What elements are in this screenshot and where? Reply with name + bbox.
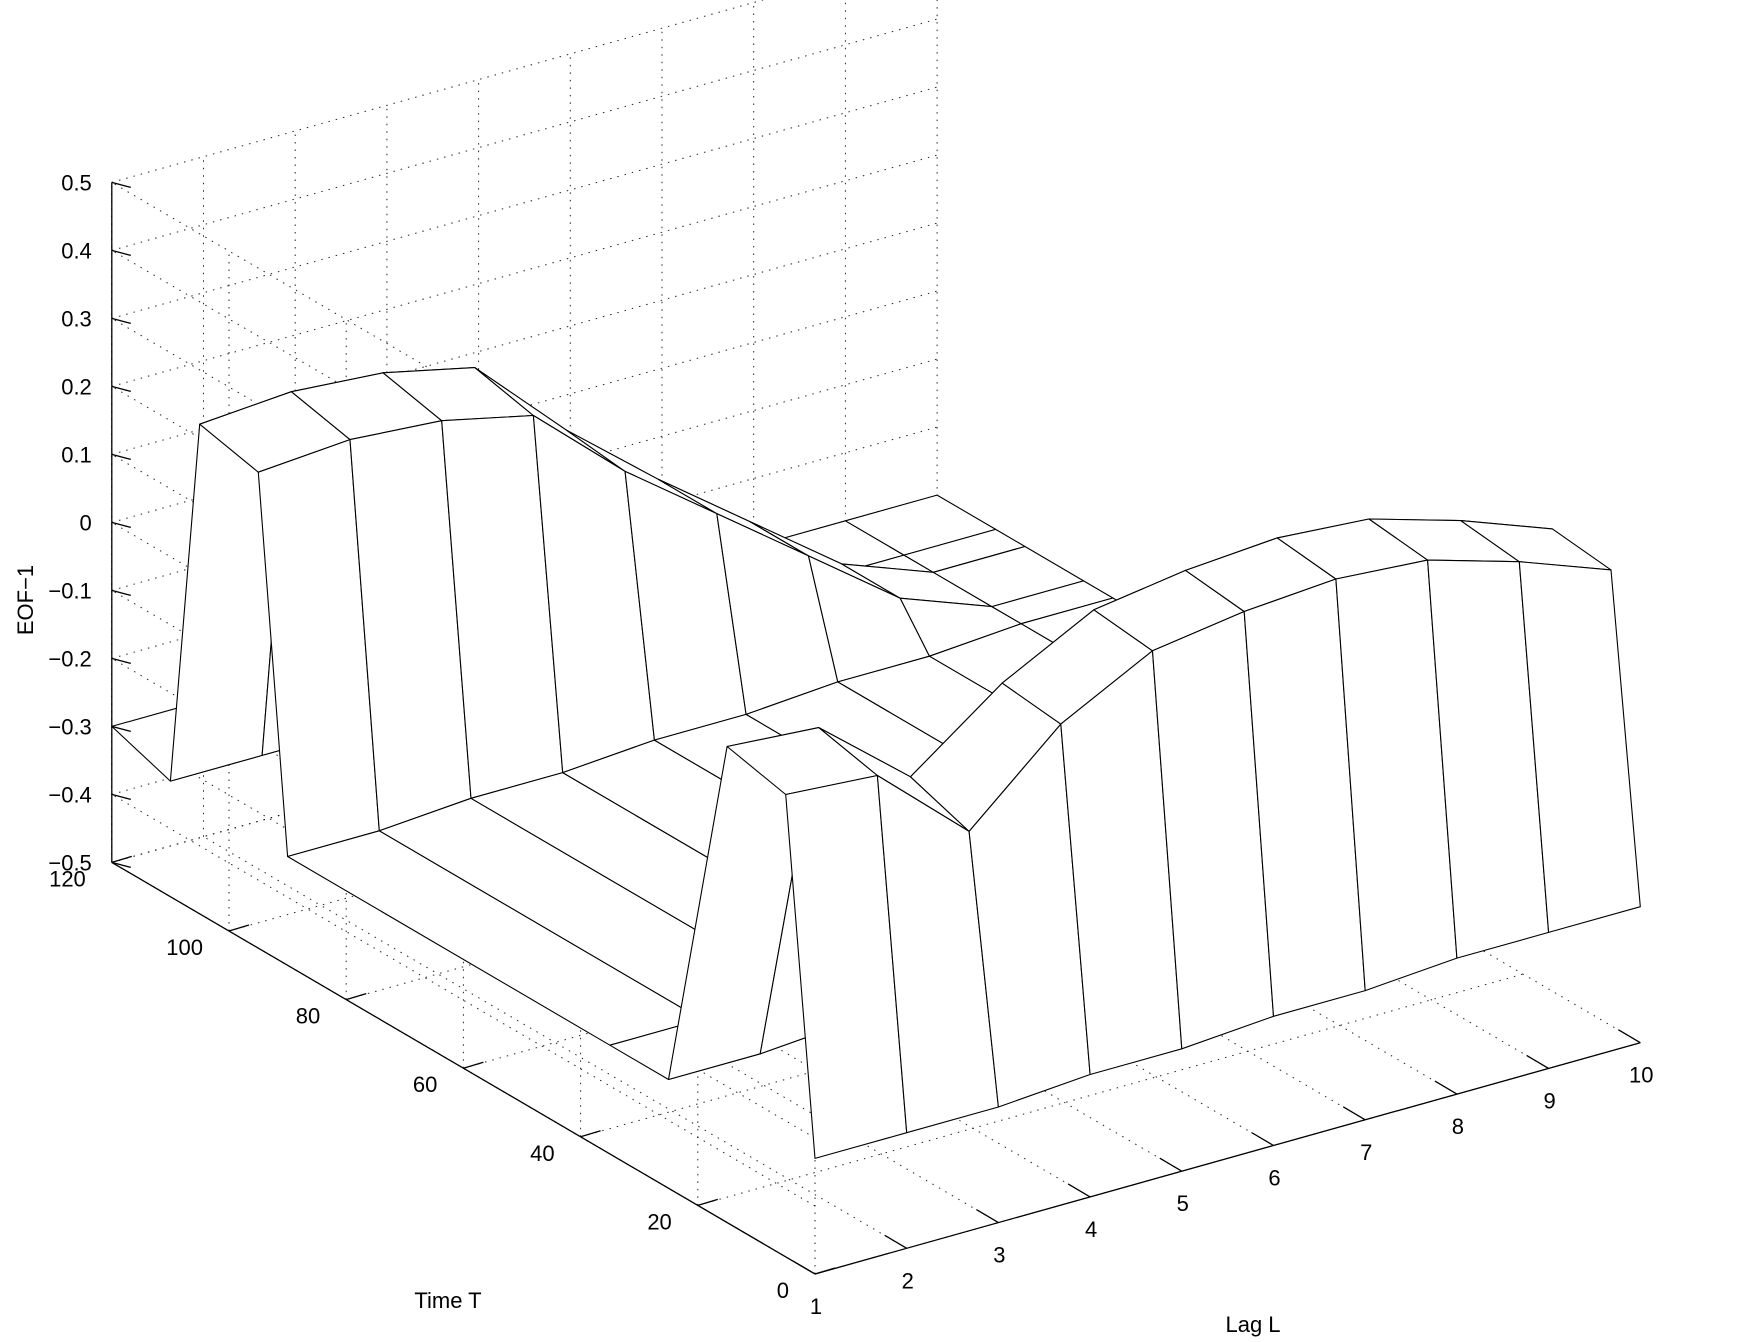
surface-mesh <box>111 367 1641 1159</box>
z-tick-label: 0.4 <box>61 238 92 263</box>
y-tick <box>111 855 132 864</box>
grid-line <box>111 0 765 183</box>
x-axis-label: Lag L <box>1225 1312 1280 1337</box>
grid-line <box>294 810 999 1224</box>
z-tick-label: −0.5 <box>48 850 91 875</box>
z-tick-label: 0.5 <box>61 170 92 195</box>
x-tick <box>1251 1131 1274 1147</box>
y-tick-label: 100 <box>166 935 203 960</box>
y-tick <box>463 1061 484 1069</box>
x-tick-label: 8 <box>1452 1114 1464 1139</box>
z-tick-label: 0.3 <box>61 306 92 331</box>
y-tick <box>697 1198 718 1207</box>
x-tick-label: 4 <box>1085 1217 1097 1242</box>
x-tick-label: 1 <box>810 1294 822 1319</box>
z-tick <box>111 589 131 597</box>
x-tick-label: 10 <box>1629 1063 1653 1088</box>
grid-line <box>478 759 1183 1172</box>
x-tick-label: 6 <box>1268 1166 1280 1191</box>
x-tick <box>1159 1157 1183 1172</box>
x-tick-label: 3 <box>993 1243 1005 1268</box>
z-tick <box>111 385 131 393</box>
z-tick-label: −0.1 <box>48 578 91 603</box>
z-tick <box>111 249 131 257</box>
z-axis-label: EOF−1 <box>13 565 38 635</box>
z-tick <box>111 317 131 325</box>
y-axis-label: Time T <box>414 1288 481 1313</box>
grid-line <box>845 656 1549 1069</box>
grid-line <box>111 793 816 1207</box>
x-tick <box>1342 1106 1366 1121</box>
x-tick <box>884 1234 908 1249</box>
z-tick-label: −0.3 <box>48 714 91 739</box>
z-tick-label: 0.2 <box>61 374 92 399</box>
z-tick <box>111 521 131 529</box>
surface-face <box>1518 561 1641 933</box>
y-tick-label: 0 <box>777 1278 789 1303</box>
x-tick-label: 7 <box>1360 1140 1372 1165</box>
y-tick-label: 40 <box>530 1141 554 1166</box>
z-tick <box>111 453 131 461</box>
grid-line <box>753 682 1458 1095</box>
z-tick-label: −0.2 <box>48 646 91 671</box>
z-tick <box>111 793 131 801</box>
grid-line <box>203 836 907 1249</box>
z-tick <box>111 725 131 733</box>
x-tick <box>976 1209 999 1224</box>
grid-line <box>111 18 938 251</box>
z-tick-label: 0.1 <box>61 442 92 467</box>
x-tick <box>792 1260 816 1275</box>
y-tick <box>346 992 367 1001</box>
z-tick <box>111 657 131 665</box>
grid-line <box>936 630 1641 1044</box>
axes: 12345678910020406080100120−0.5−0.4−0.3−0… <box>48 170 1653 1319</box>
y-tick-label: 120 <box>49 866 86 891</box>
x-tick-label: 2 <box>902 1268 914 1293</box>
y-tick <box>814 1267 836 1275</box>
grid-line <box>570 733 1274 1146</box>
grid-line <box>697 973 1524 1206</box>
y-tick <box>228 924 250 932</box>
grid-line <box>111 154 938 387</box>
y-tick-label: 80 <box>296 1004 320 1029</box>
x-tick <box>1526 1054 1549 1069</box>
z-tick <box>111 861 131 869</box>
y-tick-label: 60 <box>413 1072 437 1097</box>
y-tick-label: 20 <box>647 1209 671 1234</box>
grid-line <box>111 86 938 319</box>
z-tick <box>111 181 131 189</box>
x-tick-label: 9 <box>1543 1088 1555 1113</box>
z-tick-label: −0.4 <box>48 782 91 807</box>
x-tick <box>1067 1183 1091 1198</box>
x-axis-line <box>814 1042 1641 1275</box>
x-tick <box>1434 1080 1458 1095</box>
x-tick <box>1617 1029 1641 1044</box>
z-tick-label: 0 <box>80 510 92 535</box>
y-tick <box>580 1130 601 1138</box>
x-tick-label: 5 <box>1177 1191 1189 1216</box>
